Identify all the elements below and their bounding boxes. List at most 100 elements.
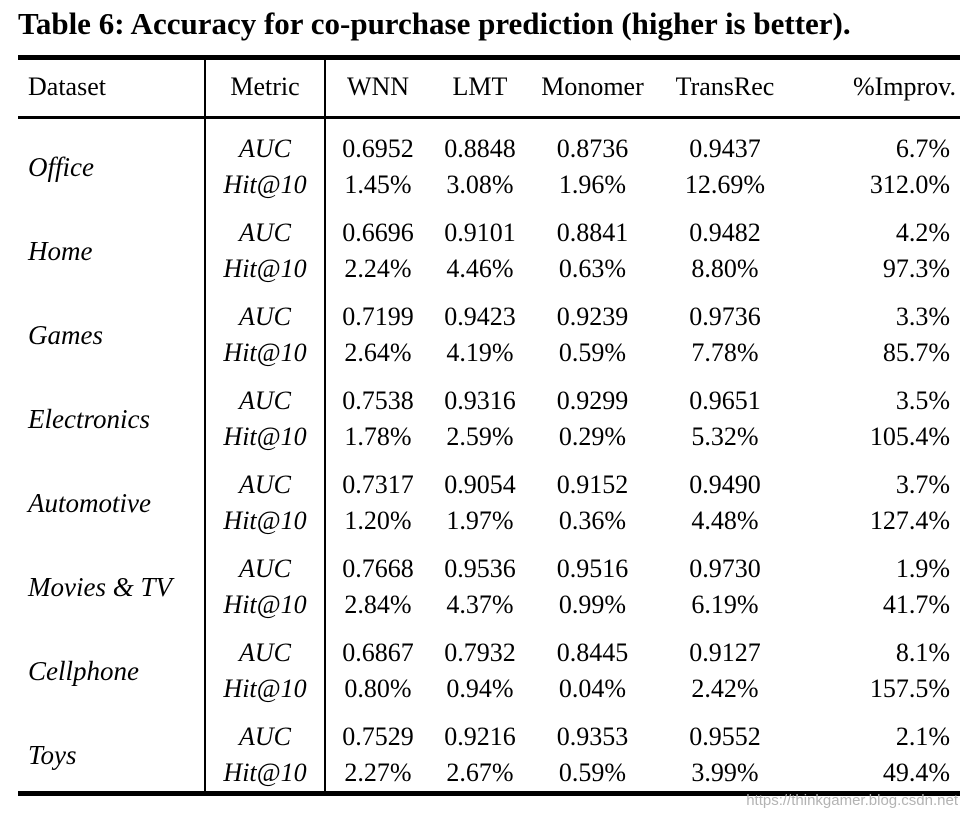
metric-label: AUC	[205, 623, 326, 671]
value-cell: 0.6696	[342, 218, 414, 247]
column-header-lmt: LMT	[430, 57, 530, 119]
value-cell: 0.04%	[558, 674, 627, 703]
value-cell: 0.7932	[444, 638, 516, 667]
value-cell: 0.94%	[446, 674, 514, 703]
value-cell: 4.2%	[895, 218, 950, 247]
value-cell: 85.7%	[882, 338, 950, 367]
value-cell: 3.3%	[895, 302, 950, 331]
table-body: Office AUC 0.6952 0.8848 0.8736 0.9437 6.7% Hit…	[18, 117, 960, 794]
value-cell: 0.9127	[689, 638, 761, 667]
metric-label: Hit@10	[205, 251, 326, 287]
value-cell: 157.5%	[869, 674, 950, 703]
table-row: Automotive AUC 0.7317 0.9054 0.9152 0.9490 3.7…	[18, 455, 960, 539]
value-cell: 0.8736	[556, 134, 629, 163]
value-cell: 41.7%	[882, 590, 950, 619]
value-cell: 0.9101	[444, 218, 516, 247]
value-cell: 4.48%	[691, 506, 759, 535]
table-row: Toys AUC 0.7529 0.9216 0.9353 0.9552 2.1%	[18, 707, 960, 794]
value-cell: 0.29%	[558, 422, 627, 451]
table-row: Hit@10 1.45% 3.08% 1.96% 12.69% 312.0%	[18, 167, 960, 203]
table-caption: Table 6: Accuracy for co-purchase predic…	[18, 6, 851, 41]
table-row: Hit@10 2.24% 4.46% 0.63% 8.80% 97.3%	[18, 251, 960, 287]
metric-label: AUC	[205, 707, 326, 755]
value-cell: 0.80%	[344, 674, 412, 703]
table-row: Office AUC 0.6952 0.8848 0.8736 0.9437 6.7%	[18, 117, 960, 203]
value-cell: 97.3%	[882, 254, 950, 283]
column-header-dataset: Dataset	[18, 57, 206, 119]
value-cell: 8.80%	[691, 254, 759, 283]
value-cell: 2.64%	[344, 338, 412, 367]
value-cell: 2.1%	[895, 722, 950, 751]
value-cell: 0.7199	[342, 302, 414, 331]
metric-label: AUC	[205, 117, 326, 167]
metric-label: Hit@10	[205, 503, 326, 539]
table-row: Hit@10 1.78% 2.59% 0.29% 5.32% 105.4%	[18, 419, 960, 455]
value-cell: 0.9536	[444, 554, 516, 583]
value-cell: 2.59%	[446, 422, 514, 451]
results-table: Dataset Metric WNN LMT Monomer TransRec …	[18, 55, 960, 796]
column-header-wnn: WNN	[325, 57, 430, 119]
metric-label: Hit@10	[205, 671, 326, 707]
metric-label: AUC	[205, 371, 326, 419]
value-cell: 0.9239	[556, 302, 629, 331]
value-cell: 6.19%	[691, 590, 759, 619]
metric-label: AUC	[205, 287, 326, 335]
value-cell: 0.9316	[444, 386, 516, 415]
value-cell: 49.4%	[882, 758, 950, 787]
value-cell: 3.7%	[895, 470, 950, 499]
table-row: Electronics AUC 0.7538 0.9316 0.9299 0.9651 3.…	[18, 371, 960, 455]
value-cell: 0.8841	[556, 218, 629, 247]
metric-label: AUC	[205, 455, 326, 503]
value-cell: 0.9730	[689, 554, 761, 583]
table-row: Cellphone AUC 0.6867 0.7932 0.8445 0.9127 8.1%	[18, 623, 960, 707]
value-cell: 2.24%	[344, 254, 412, 283]
value-cell: 0.8445	[556, 638, 629, 667]
value-cell: 0.99%	[558, 590, 627, 619]
header-row: Dataset Metric WNN LMT Monomer TransRec …	[18, 57, 960, 119]
value-cell: 3.08%	[446, 170, 514, 199]
value-cell: 8.1%	[895, 638, 950, 667]
dataset-name: Home	[18, 203, 206, 287]
value-cell: 0.9490	[689, 470, 761, 499]
value-cell: 0.7668	[342, 554, 414, 583]
dataset-name: Toys	[18, 707, 206, 794]
value-cell: 0.9054	[444, 470, 516, 499]
dataset-name: Games	[18, 287, 206, 371]
table-row: Hit@10 2.27% 2.67% 0.59% 3.99% 49.4%	[18, 755, 960, 794]
value-cell: 0.9552	[689, 722, 761, 751]
value-cell: 312.0%	[869, 170, 950, 199]
value-cell: 1.97%	[446, 506, 514, 535]
value-cell: 0.9516	[556, 554, 629, 583]
metric-label: Hit@10	[205, 755, 326, 794]
metric-label: AUC	[205, 539, 326, 587]
value-cell: 2.67%	[446, 758, 514, 787]
value-cell: 0.6952	[342, 134, 414, 163]
value-cell: 105.4%	[869, 422, 950, 451]
dataset-name: Cellphone	[18, 623, 206, 707]
value-cell: 2.42%	[691, 674, 759, 703]
column-header-metric: Metric	[205, 57, 326, 119]
value-cell: 0.9423	[444, 302, 516, 331]
value-cell: 0.8848	[444, 134, 516, 163]
value-cell: 0.9353	[556, 722, 629, 751]
value-cell: 1.96%	[558, 170, 627, 199]
value-cell: 1.20%	[344, 506, 412, 535]
value-cell: 6.7%	[895, 134, 950, 163]
metric-label: Hit@10	[205, 587, 326, 623]
value-cell: 3.5%	[895, 386, 950, 415]
value-cell: 4.46%	[446, 254, 514, 283]
column-header-improv: %Improv.	[795, 57, 960, 119]
column-header-monomer: Monomer	[530, 57, 655, 119]
value-cell: 0.6867	[342, 638, 414, 667]
table-row: Games AUC 0.7199 0.9423 0.9239 0.9736 3.3%	[18, 287, 960, 371]
value-cell: 0.63%	[558, 254, 627, 283]
table-row: Home AUC 0.6696 0.9101 0.8841 0.9482 4.2%	[18, 203, 960, 287]
dataset-name: Automotive	[18, 455, 206, 539]
table-row: Hit@10 0.80% 0.94% 0.04% 2.42% 157.5%	[18, 671, 960, 707]
value-cell: 0.9736	[689, 302, 761, 331]
value-cell: 0.9299	[556, 386, 629, 415]
dataset-name: Electronics	[18, 371, 206, 455]
value-cell: 0.7538	[342, 386, 414, 415]
value-cell: 1.45%	[344, 170, 412, 199]
metric-label: AUC	[205, 203, 326, 251]
